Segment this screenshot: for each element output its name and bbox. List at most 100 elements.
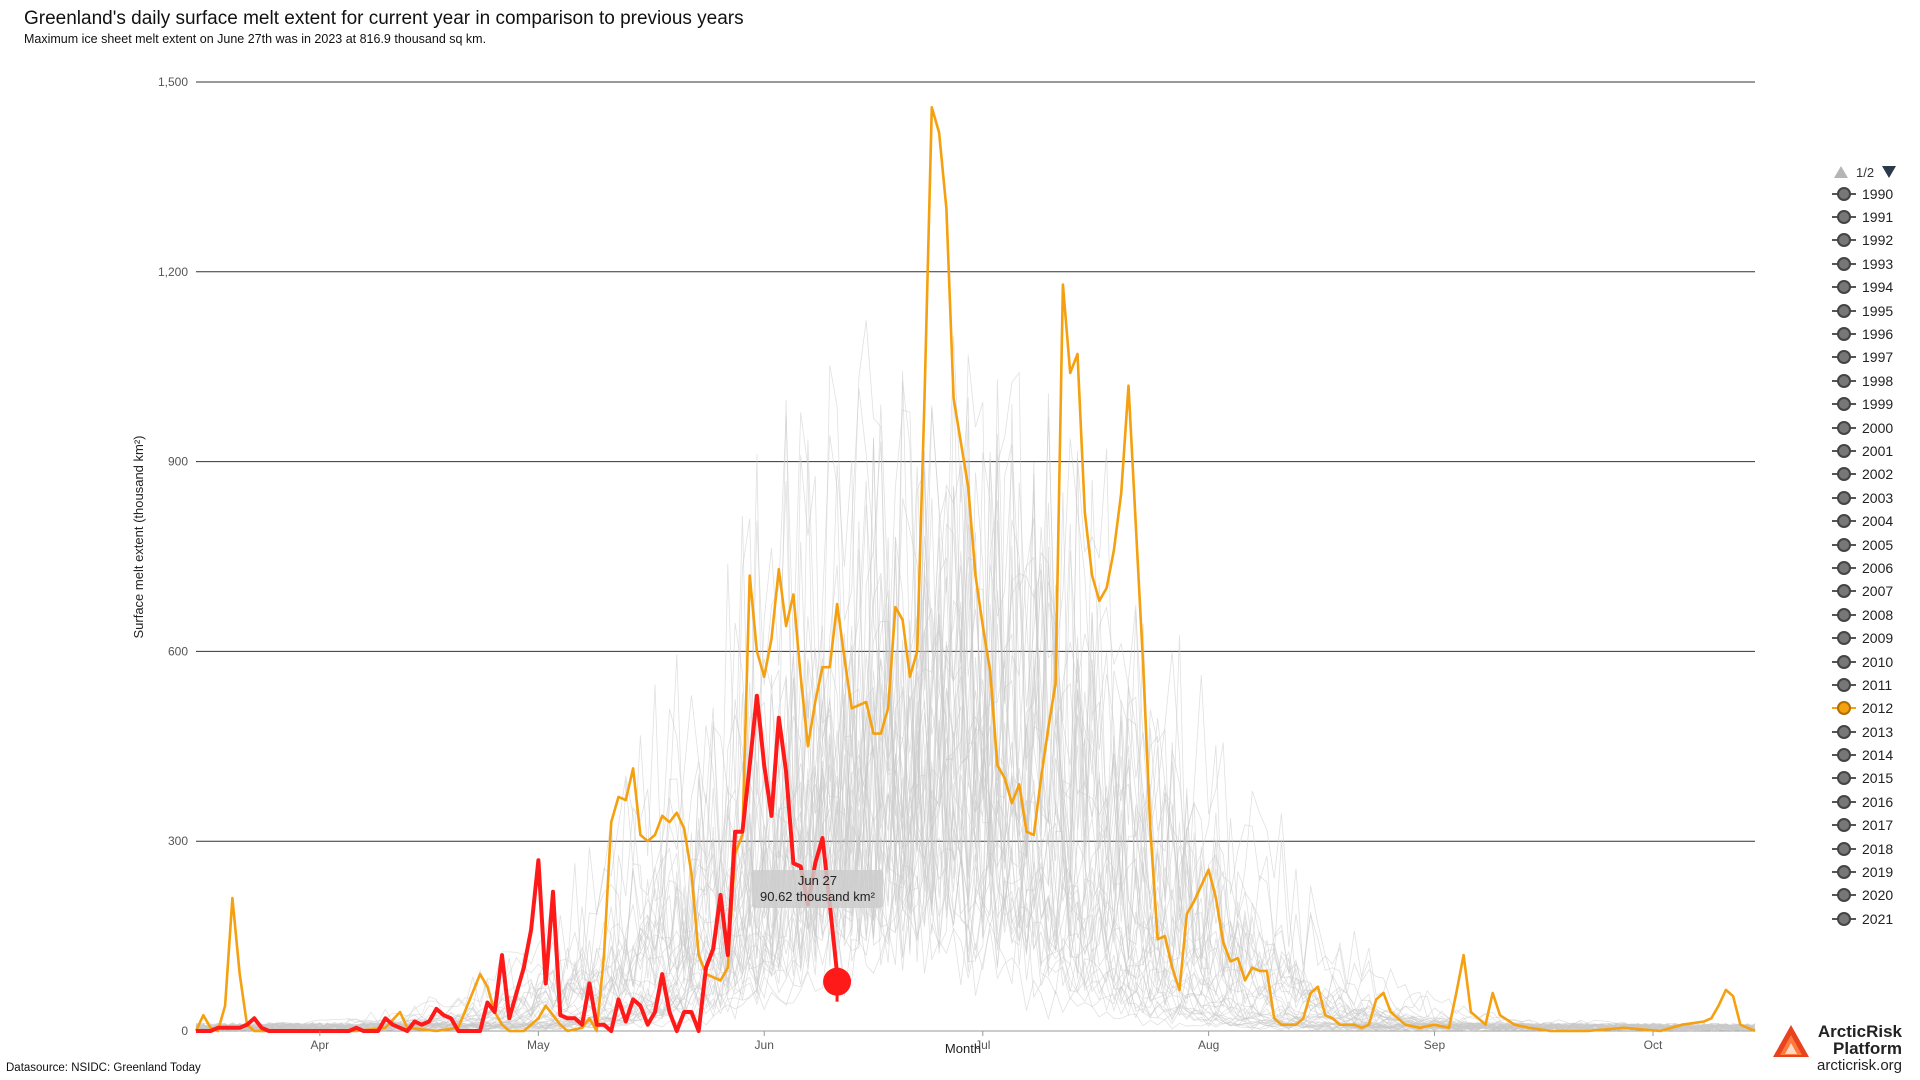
legend-symbol-icon bbox=[1832, 514, 1856, 529]
legend-symbol-icon bbox=[1832, 373, 1856, 388]
datasource-note: Datasource: NSIDC: Greenland Today bbox=[6, 1062, 201, 1074]
legend-symbol-icon bbox=[1832, 818, 1856, 833]
legend-label: 2020 bbox=[1862, 887, 1894, 904]
legend-label: 1998 bbox=[1862, 372, 1894, 389]
legend-item-1990[interactable]: 1990 bbox=[1832, 182, 1920, 205]
legend-item-2012[interactable]: 2012 bbox=[1832, 697, 1920, 720]
legend-label: 2009 bbox=[1862, 630, 1894, 647]
legend-symbol-icon bbox=[1832, 560, 1856, 575]
background-year-line bbox=[195, 731, 1756, 1032]
legend-item-2005[interactable]: 2005 bbox=[1832, 533, 1920, 556]
legend-item-2007[interactable]: 2007 bbox=[1832, 580, 1920, 603]
legend-label: 2011 bbox=[1862, 676, 1893, 693]
legend-item-2003[interactable]: 2003 bbox=[1832, 486, 1920, 509]
legend-item-2010[interactable]: 2010 bbox=[1832, 650, 1920, 673]
background-year-line bbox=[195, 371, 1756, 1032]
highlight-series bbox=[194, 106, 1756, 1033]
legend-label: 2013 bbox=[1862, 723, 1894, 740]
legend-symbol-icon bbox=[1832, 210, 1856, 225]
legend-item-2021[interactable]: 2021 bbox=[1832, 907, 1920, 930]
legend-symbol-icon bbox=[1832, 397, 1856, 412]
y-tick-label: 600 bbox=[168, 644, 188, 658]
legend-item-1991[interactable]: 1991 bbox=[1832, 205, 1920, 228]
legend-item-2006[interactable]: 2006 bbox=[1832, 556, 1920, 579]
legend-prev-icon[interactable] bbox=[1834, 166, 1848, 178]
legend-item-2015[interactable]: 2015 bbox=[1832, 767, 1920, 790]
grid-lines bbox=[196, 81, 1755, 1032]
legend-symbol-icon bbox=[1832, 794, 1856, 809]
legend-item-1993[interactable]: 1993 bbox=[1832, 252, 1920, 275]
legend-item-2013[interactable]: 2013 bbox=[1832, 720, 1920, 743]
x-tick-label: Oct bbox=[1644, 1038, 1663, 1052]
legend-symbol-icon bbox=[1832, 256, 1856, 271]
legend-item-2004[interactable]: 2004 bbox=[1832, 509, 1920, 532]
legend-item-2018[interactable]: 2018 bbox=[1832, 837, 1920, 860]
legend-symbol-icon bbox=[1832, 327, 1856, 342]
brand-url[interactable]: arcticrisk.org bbox=[1816, 1057, 1902, 1074]
legend-label: 1999 bbox=[1862, 396, 1894, 413]
legend-label: 2021 bbox=[1862, 910, 1894, 927]
legend-symbol-icon bbox=[1832, 467, 1856, 482]
x-tick-label: Jul bbox=[975, 1038, 990, 1052]
legend-item-1994[interactable]: 1994 bbox=[1832, 276, 1920, 299]
legend-label: 2015 bbox=[1862, 770, 1894, 787]
legend-item-2001[interactable]: 2001 bbox=[1832, 439, 1920, 462]
legend-label: 1994 bbox=[1862, 279, 1894, 296]
legend-label: 1990 bbox=[1862, 185, 1894, 202]
tooltip-date: Jun 27 bbox=[797, 873, 837, 888]
legend-label: 2003 bbox=[1862, 489, 1894, 506]
legend-symbol-icon bbox=[1832, 865, 1856, 880]
legend-label: 1997 bbox=[1862, 349, 1894, 366]
legend-label: 2019 bbox=[1862, 864, 1894, 881]
legend-symbol-icon bbox=[1832, 233, 1856, 248]
legend-page-label: 1/2 bbox=[1856, 164, 1875, 180]
legend-symbol-icon bbox=[1832, 303, 1856, 318]
legend-item-2017[interactable]: 2017 bbox=[1832, 814, 1920, 837]
legend-item-2016[interactable]: 2016 bbox=[1832, 790, 1920, 813]
legend-symbol-icon bbox=[1832, 490, 1856, 505]
legend-item-2011[interactable]: 2011 bbox=[1832, 673, 1920, 696]
brand-line2: Platform bbox=[1833, 1039, 1902, 1058]
legend-label: 2005 bbox=[1862, 536, 1894, 553]
y-tick-label: 0 bbox=[181, 1024, 188, 1038]
chart-title: Greenland's daily surface melt extent fo… bbox=[24, 8, 744, 29]
background-year-line bbox=[195, 625, 1756, 1032]
legend-item-1996[interactable]: 1996 bbox=[1832, 322, 1920, 345]
background-year-line bbox=[195, 409, 1756, 1032]
legend-item-2020[interactable]: 2020 bbox=[1832, 884, 1920, 907]
legend-next-icon[interactable] bbox=[1882, 166, 1897, 178]
legend-symbol-icon bbox=[1832, 748, 1856, 763]
legend-pager: 1/2 bbox=[1832, 162, 1920, 182]
legend-item-2014[interactable]: 2014 bbox=[1832, 743, 1920, 766]
legend-label: 2001 bbox=[1862, 442, 1894, 459]
background-year-line bbox=[195, 412, 1756, 1032]
series-line-2023 bbox=[196, 693, 840, 1033]
y-axis-title: Surface melt extent (thousand km²) bbox=[131, 435, 146, 638]
y-tick-label: 1,500 bbox=[158, 75, 188, 89]
current-point-marker[interactable] bbox=[823, 967, 852, 1002]
legend-item-2009[interactable]: 2009 bbox=[1832, 626, 1920, 649]
legend-symbol-icon bbox=[1832, 350, 1856, 365]
y-tick-label: 900 bbox=[168, 455, 188, 469]
y-tick-label: 1,200 bbox=[158, 265, 188, 279]
legend-label: 2010 bbox=[1862, 653, 1894, 670]
background-year-line bbox=[195, 730, 1756, 1032]
legend-item-1992[interactable]: 1992 bbox=[1832, 229, 1920, 252]
legend-item-2008[interactable]: 2008 bbox=[1832, 603, 1920, 626]
legend-label: 2000 bbox=[1862, 419, 1894, 436]
background-year-lines bbox=[195, 320, 1756, 1032]
legend-symbol-icon bbox=[1832, 607, 1856, 622]
legend-label: 1996 bbox=[1862, 326, 1894, 343]
series-line-2012 bbox=[194, 106, 1756, 1033]
legend-item-2019[interactable]: 2019 bbox=[1832, 860, 1920, 883]
x-tick-label: Jun bbox=[755, 1038, 774, 1052]
legend-item-1995[interactable]: 1995 bbox=[1832, 299, 1920, 322]
brand[interactable]: ArcticRisk Platform arcticrisk.org bbox=[1772, 1023, 1902, 1074]
legend-item-1998[interactable]: 1998 bbox=[1832, 369, 1920, 392]
legend-item-1997[interactable]: 1997 bbox=[1832, 346, 1920, 369]
x-tick-label: Aug bbox=[1198, 1038, 1219, 1052]
legend-item-2002[interactable]: 2002 bbox=[1832, 463, 1920, 486]
legend-label: 2006 bbox=[1862, 559, 1894, 576]
legend-item-2000[interactable]: 2000 bbox=[1832, 416, 1920, 439]
legend-item-1999[interactable]: 1999 bbox=[1832, 393, 1920, 416]
